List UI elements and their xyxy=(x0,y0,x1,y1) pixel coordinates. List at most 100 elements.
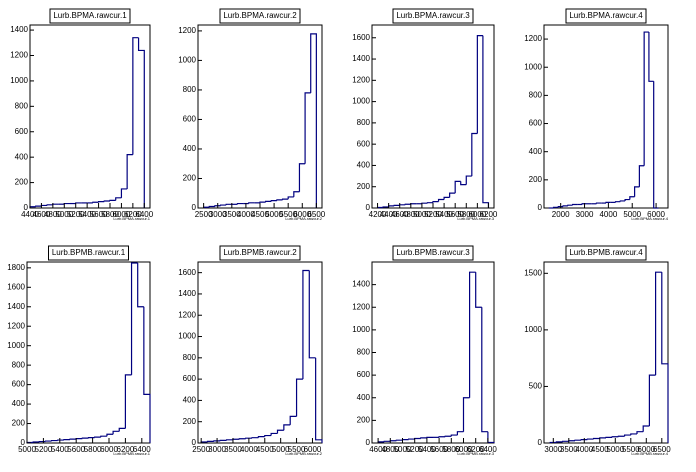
histogram-bin xyxy=(580,439,588,441)
x-tick-label: 5000 xyxy=(18,445,36,454)
x-tick-label: 3000 xyxy=(208,445,226,454)
x-tick-label: 5600 xyxy=(90,210,108,219)
frame xyxy=(29,24,151,209)
x-tick-label: 6400 xyxy=(479,445,497,454)
x-axis-label: Lurb.BPMB.rawcur.1 xyxy=(113,451,150,456)
pad: 0 200 400 600 800 1000 1200 1400 1600 1800 5000520… xyxy=(7,245,151,456)
histogram-bin xyxy=(562,205,568,207)
x-tick-label: 2500 xyxy=(192,445,210,454)
x-tick-label: 5800 xyxy=(84,445,102,454)
histogram-bin xyxy=(35,205,42,207)
histogram-bin xyxy=(382,206,389,208)
histogram-bin xyxy=(648,32,654,82)
title-box xyxy=(565,245,647,261)
x-tick-label: 3500 xyxy=(223,210,241,219)
histogram-bin xyxy=(624,198,630,201)
x-tick-label: 5000 xyxy=(394,445,412,454)
y-tick-label: 600 xyxy=(357,139,371,148)
pad: 0 200 400 600 800 1000 1200 1400 1600 25003000350… xyxy=(178,245,323,456)
x-tick-label: 4800 xyxy=(44,210,62,219)
histogram-bin xyxy=(126,154,133,189)
chart-title: Lurb.BPMA.rawcur.4 xyxy=(569,11,643,20)
histogram-bin xyxy=(462,397,470,432)
histogram-bin xyxy=(214,205,221,207)
x-tick-label: 3500 xyxy=(224,445,242,454)
y-tick-label: 1200 xyxy=(10,51,28,60)
y-tick-label: 200 xyxy=(357,182,371,191)
x-axis-label: Lurb.BPMB.rawcur.4 xyxy=(631,451,668,456)
x-tick-label: 5000 xyxy=(413,210,431,219)
pad: 0 200 400 600 800 1000 1200 1400 460048005000520… xyxy=(352,245,497,456)
y-tick-label: 600 xyxy=(529,119,543,128)
x-tick-label: 6200 xyxy=(117,445,135,454)
y-tick-label: 400 xyxy=(15,152,29,161)
y-tick-label: 1500 xyxy=(524,268,542,277)
histogram-bin xyxy=(426,202,433,204)
x-tick-label: 4500 xyxy=(256,445,274,454)
histogram-bin xyxy=(432,201,439,203)
y-tick-label: 0 xyxy=(192,203,197,212)
x-axis-label: Lurb.BPMA.rawcur.2 xyxy=(285,216,322,221)
histogram-bin xyxy=(46,204,53,206)
x-tick-label: 4000 xyxy=(575,445,593,454)
histogram-bin xyxy=(304,92,311,164)
histogram-bin xyxy=(642,425,650,432)
x-axis-label: Lurb.BPMA.rawcur.1 xyxy=(113,216,150,221)
histogram-bin xyxy=(593,437,600,440)
histogram-bin xyxy=(456,431,464,436)
x-tick-label: 3000 xyxy=(544,445,562,454)
y-tick-label: 600 xyxy=(15,127,29,136)
histogram-bin xyxy=(206,440,214,443)
histogram-bin xyxy=(443,196,450,200)
x-tick-label: 5600 xyxy=(446,210,464,219)
x-tick-label: 6000 xyxy=(304,445,322,454)
x-tick-label: 5500 xyxy=(622,445,640,454)
y-tick-label: 600 xyxy=(183,374,197,383)
histogram-bin xyxy=(471,132,478,177)
x-tick-label: 2500 xyxy=(195,210,213,219)
x-tick-label: 4800 xyxy=(381,445,399,454)
y-tick-label: 1400 xyxy=(352,280,370,289)
pad: 0 200 400 600 800 1000 1200 2500300035004000450… xyxy=(178,8,326,221)
histogram-bin xyxy=(437,198,445,202)
x-tick-label: 4500 xyxy=(591,445,609,454)
title-box xyxy=(48,245,129,261)
x-tick-label: 6000 xyxy=(637,445,655,454)
y-tick-label: 1000 xyxy=(524,325,542,334)
x-tick-label: 4400 xyxy=(21,210,39,219)
histogram-bin xyxy=(283,424,291,431)
histogram-bin xyxy=(549,441,557,444)
y-tick-label: 1000 xyxy=(10,76,28,85)
chart-title: Lurb.BPMB.rawcur.4 xyxy=(569,248,643,257)
histogram-bin xyxy=(248,202,255,204)
histogram-bin xyxy=(420,437,427,439)
x-tick-label: 5800 xyxy=(457,210,475,219)
chart-title: Lurb.BPMB.rawcur.1 xyxy=(52,248,126,257)
histogram-bin xyxy=(605,436,613,438)
histogram-bin xyxy=(293,191,300,197)
histogram-bin xyxy=(655,271,662,376)
y-tick-label: 800 xyxy=(183,353,197,362)
histogram-bin xyxy=(581,203,587,205)
y-tick-label: 200 xyxy=(12,419,26,428)
y-tick-label: 200 xyxy=(357,415,371,424)
x-tick-label: 5800 xyxy=(442,445,460,454)
x-axis-label: Lurb.BPMA.rawcur.3 xyxy=(457,216,494,221)
x-axis-label: Lurb.BPMB.rawcur.3 xyxy=(457,451,494,456)
histogram-bin xyxy=(245,437,253,439)
histogram-bin xyxy=(568,440,575,442)
y-tick-label: 1200 xyxy=(352,302,370,311)
histogram-bin xyxy=(213,440,221,442)
histogram-bin xyxy=(143,306,151,443)
histogram-bin xyxy=(444,435,452,437)
y-tick-label: 600 xyxy=(357,370,371,379)
histogram-bin xyxy=(414,437,421,440)
title-box xyxy=(392,8,474,24)
histogram-bin xyxy=(611,436,619,438)
histogram-bin xyxy=(298,163,306,192)
y-tick-label: 0 xyxy=(538,203,543,212)
histogram-bin xyxy=(63,202,70,205)
histogram-bin xyxy=(552,206,559,208)
x-tick-label: 5200 xyxy=(67,210,85,219)
histogram-bin xyxy=(92,201,99,203)
